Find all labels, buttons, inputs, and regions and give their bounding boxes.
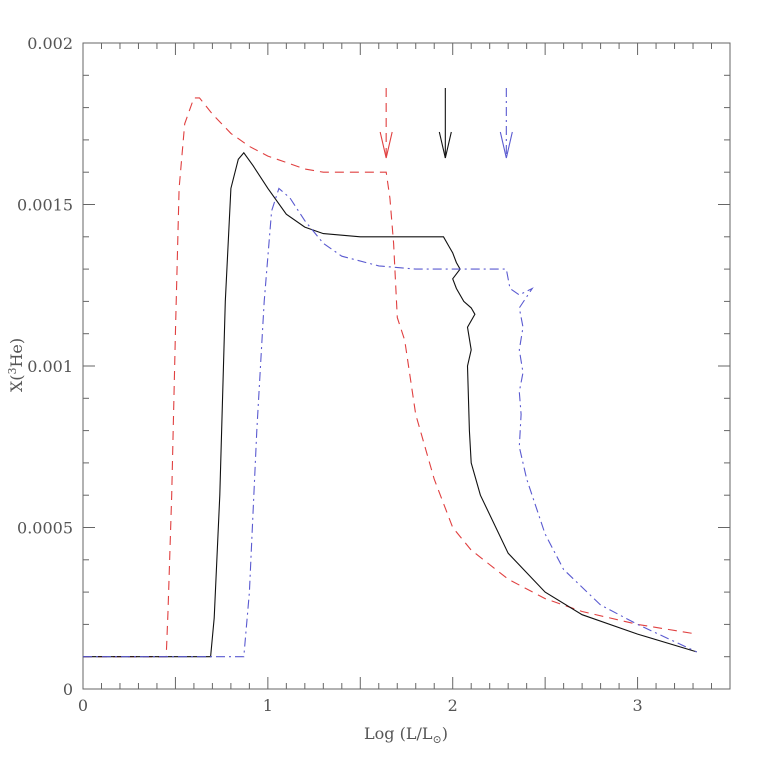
y-tick-label: 0.0015 (17, 196, 73, 215)
x-axis-label: Log (L/L⊙) (364, 724, 448, 746)
y-tick-label: 0.0005 (17, 519, 73, 538)
y-axis-label-sup: 3 (6, 368, 19, 375)
y-tick-label: 0.001 (27, 357, 73, 376)
x-tick-label: 3 (632, 696, 642, 715)
y-tick-label: 0.002 (27, 34, 73, 53)
arrow-head-1 (379, 131, 393, 159)
series-line-2 (83, 151, 697, 658)
series-layer (83, 97, 697, 658)
y-axis-label: X(3He) (6, 338, 26, 392)
y-tick-labels: 0 0.0005 0.001 0.0015 0.002 (17, 34, 73, 699)
x-tick-label: 1 (263, 696, 273, 715)
series-line-3 (83, 187, 697, 658)
x-tick-label: 2 (448, 696, 458, 715)
x-tick-labels: 0 1 2 3 (78, 696, 643, 715)
arrow-head-3 (499, 131, 513, 159)
arrow-layer (379, 88, 513, 159)
axis-ticks (82, 42, 731, 690)
plot-frame (82, 42, 731, 690)
series-line-1 (83, 97, 697, 658)
x-tick-label: 0 (78, 696, 88, 715)
y-tick-label: 0 (63, 680, 73, 699)
arrow-head-2 (438, 131, 452, 159)
x-axis-label-sub: ⊙ (433, 733, 442, 746)
